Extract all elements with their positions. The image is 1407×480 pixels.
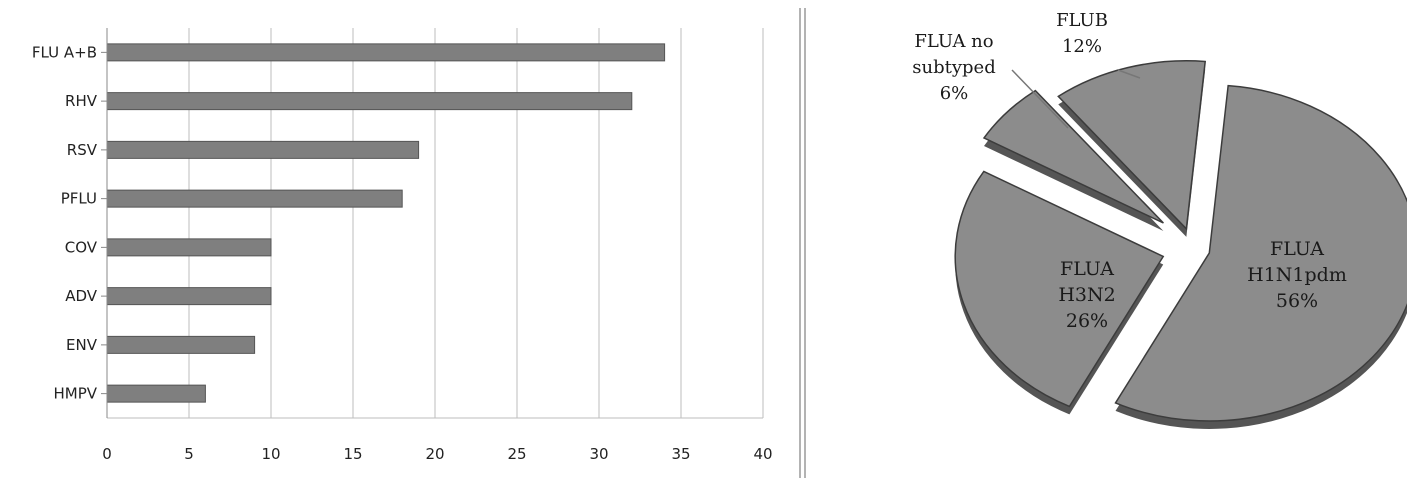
x-tick-label: 25 (507, 445, 526, 463)
x-tick-label: 10 (261, 445, 280, 463)
pie-slice (982, 89, 1164, 224)
x-tick-label: 15 (343, 445, 362, 463)
x-tick-label: 5 (184, 445, 194, 463)
pie-label-line: FLUA no (914, 31, 993, 52)
pie-label-line: FLUB (1056, 10, 1108, 31)
x-tick-label: 0 (102, 445, 112, 463)
bar-env (106, 335, 256, 354)
pie-label-line: H1N1pdm (1247, 264, 1347, 286)
category-label: HMPV (53, 385, 97, 403)
x-tick-label: 35 (671, 445, 690, 463)
category-label: ENV (66, 336, 98, 354)
pie-label-line: 56% (1276, 290, 1318, 312)
x-tick-label: 30 (589, 445, 608, 463)
bar-rhv (106, 92, 633, 111)
pie-slice (954, 170, 1165, 408)
pie-label: FLUA H3N2 26% (1058, 258, 1115, 332)
bar-hmpv (106, 384, 206, 403)
pie-label-line: 26% (1066, 310, 1108, 332)
panel-divider (799, 8, 806, 478)
leader-line (1117, 69, 1141, 79)
x-tick-label: 40 (753, 445, 772, 463)
category-label: RSV (67, 141, 98, 159)
bar-chart: 0 5 10 15 20 25 30 35 40 FLU A+B RHV RSV PFLU COV ADV E… (32, 28, 773, 463)
pie-label-line: 6% (940, 83, 969, 104)
category-label: ADV (65, 287, 98, 305)
bar-adv (106, 287, 272, 306)
pie-label-line: 12% (1062, 36, 1102, 57)
pie-slice (1057, 60, 1207, 231)
bar-flu-a-b (106, 43, 666, 62)
pie-slice (1114, 84, 1407, 422)
bar-rsv (106, 140, 420, 159)
x-tick-label: 20 (425, 445, 444, 463)
pie-label-line: subtyped (912, 57, 995, 78)
pie-label-line: FLUA (1060, 258, 1114, 280)
category-label: PFLU (61, 190, 97, 208)
pie-label: FLUB 12% (1056, 10, 1108, 57)
pie-label: FLUA no subtyped 6% (912, 31, 995, 104)
pie-label: FLUA H1N1pdm 56% (1247, 238, 1347, 312)
category-label: FLU A+B (32, 43, 97, 61)
bar-cov (106, 238, 272, 257)
category-label: COV (65, 238, 98, 256)
pie-label-line: FLUA (1270, 238, 1324, 260)
pie-label-line: H3N2 (1058, 284, 1115, 306)
bar-pflu (106, 189, 403, 208)
pie-chart: FLUA H1N1pdm 56% FLUA H3N2 26% FLUA no subtyped… (912, 10, 1407, 429)
category-label: RHV (65, 92, 98, 110)
leader-line (1011, 69, 1069, 129)
